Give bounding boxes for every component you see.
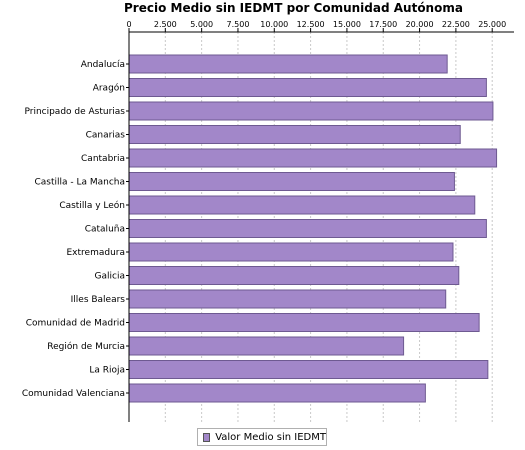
x-tick-label: 12.500 xyxy=(297,20,325,29)
x-tick-label: 20.000 xyxy=(406,20,434,29)
bar xyxy=(128,266,460,285)
category-labels: Andalucía Aragón Principado de Asturias Can… xyxy=(22,60,125,399)
bar xyxy=(128,336,405,356)
bar xyxy=(128,125,461,144)
category-label: Extremadura xyxy=(67,248,126,258)
x-tick-labels: 0 2.500 5.000 7.500 10.000 12.500 15.000 17.500… xyxy=(126,20,506,29)
x-tick-label: 17.500 xyxy=(369,20,397,29)
category-label: Canarias xyxy=(86,131,126,141)
axes xyxy=(126,28,514,422)
category-label: Comunidad Valenciana xyxy=(22,389,125,399)
bar xyxy=(128,54,448,74)
bar xyxy=(128,101,494,121)
bar xyxy=(128,195,476,215)
bars xyxy=(128,54,498,403)
x-tick-label: 5.000 xyxy=(190,20,213,29)
legend: Valor Medio sin IEDMT xyxy=(197,428,327,446)
x-tick-label: 22.500 xyxy=(442,20,470,29)
bar xyxy=(128,360,489,379)
legend-label: Valor Medio sin IEDMT xyxy=(215,431,326,443)
x-tick-label: 2.500 xyxy=(154,20,177,29)
x-tick-label: 25.000 xyxy=(478,20,506,29)
bar xyxy=(128,78,487,97)
category-label: Andalucía xyxy=(81,60,125,70)
chart-title: Precio Medio sin IEDMT por Comunidad Aut… xyxy=(124,1,463,15)
x-tick-label: 10.000 xyxy=(260,20,288,29)
category-label: Comunidad de Madrid xyxy=(26,319,125,329)
category-label: Principado de Asturias xyxy=(24,107,125,117)
category-label: Illes Balears xyxy=(71,295,126,305)
category-label: La Rioja xyxy=(89,366,125,376)
bar xyxy=(128,172,455,191)
category-label: Región de Murcia xyxy=(47,341,125,352)
bar xyxy=(128,148,498,168)
legend-swatch xyxy=(203,432,211,442)
category-label: Castilla y León xyxy=(59,200,125,211)
category-label: Castilla - La Mancha xyxy=(34,178,125,188)
x-tick-label: 7.500 xyxy=(227,20,250,29)
bar xyxy=(128,313,480,332)
bar xyxy=(128,242,454,262)
x-tick-label: 0 xyxy=(126,20,131,29)
category-label: Aragón xyxy=(93,83,125,94)
category-label: Galicia xyxy=(95,272,125,282)
bar xyxy=(128,219,487,238)
bar xyxy=(128,289,447,309)
bar xyxy=(128,383,426,403)
category-label: Cantabria xyxy=(81,154,125,164)
category-label: Cataluña xyxy=(85,225,125,235)
x-tick-label: 15.000 xyxy=(333,20,361,29)
